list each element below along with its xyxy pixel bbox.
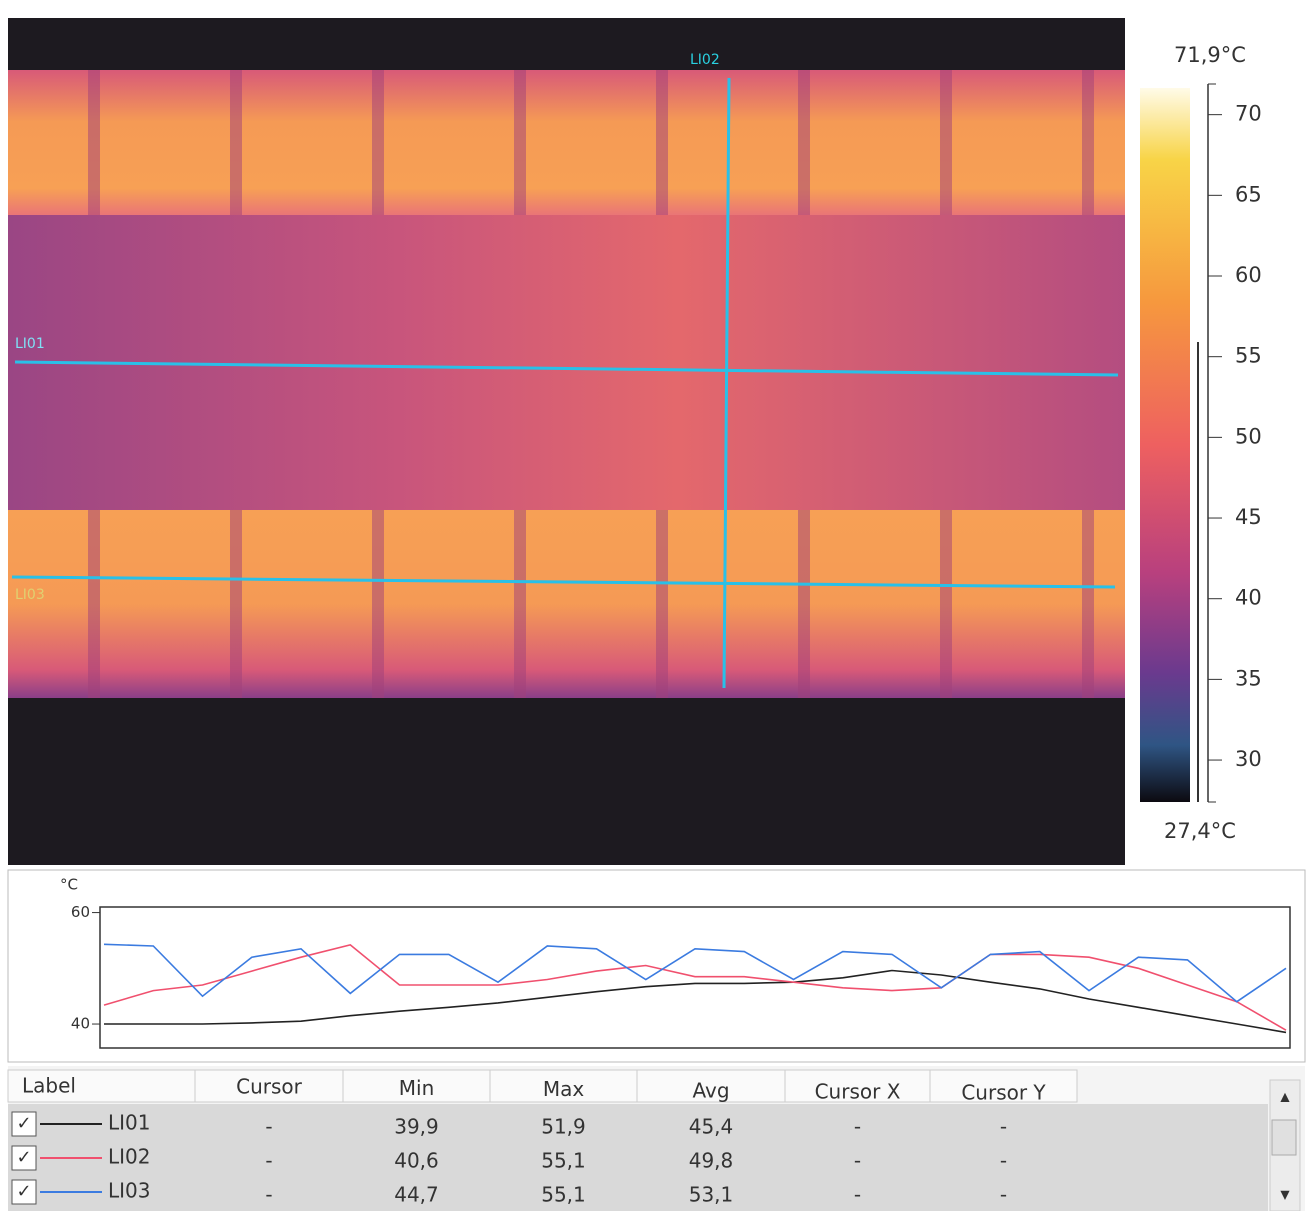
column-header-label: Avg bbox=[692, 1078, 729, 1102]
svg-text:▼: ▼ bbox=[1280, 1188, 1290, 1202]
check: ✓ bbox=[16, 1181, 31, 1202]
check: ✓ bbox=[16, 1113, 31, 1134]
cell: 39,9 bbox=[394, 1115, 439, 1139]
cell: - bbox=[1000, 1115, 1007, 1139]
column-header-label: Cursor bbox=[236, 1075, 303, 1099]
scale-tick-label: 70 bbox=[1235, 102, 1262, 126]
column-header-label: Label bbox=[22, 1074, 76, 1098]
row-label: LI01 bbox=[108, 1111, 151, 1135]
scale-tick-label: 30 bbox=[1235, 747, 1262, 771]
cell: 49,8 bbox=[689, 1149, 734, 1173]
scale-tick-label: 60 bbox=[1235, 263, 1262, 287]
scale-tick-label: 50 bbox=[1235, 424, 1262, 448]
cell: - bbox=[265, 1115, 272, 1139]
column-header-label: Min bbox=[399, 1076, 435, 1100]
cell: 40,6 bbox=[394, 1149, 439, 1173]
scale-tick-label: 55 bbox=[1235, 344, 1262, 368]
line-label: LI02 bbox=[690, 52, 720, 68]
column-header-label: Cursor Y bbox=[961, 1081, 1046, 1105]
scale-tick-label: 40 bbox=[1235, 586, 1262, 610]
page: LI01 LI02 LI03 71,9°C 27,4°C °C ▲ ▼ 30 35… bbox=[0, 0, 1313, 1211]
column-header-label: Cursor X bbox=[815, 1080, 901, 1104]
cell: 44,7 bbox=[394, 1183, 439, 1207]
cell: - bbox=[265, 1149, 272, 1173]
cell: 55,1 bbox=[541, 1149, 586, 1173]
cell: 53,1 bbox=[689, 1183, 734, 1207]
row-label: LI02 bbox=[108, 1145, 151, 1169]
line-label: LI03 bbox=[15, 587, 45, 603]
thermal-image bbox=[8, 18, 1125, 865]
cell: 55,1 bbox=[541, 1183, 586, 1207]
column-header-label: Max bbox=[543, 1077, 585, 1101]
cell: 45,4 bbox=[689, 1115, 734, 1139]
cell: - bbox=[1000, 1183, 1007, 1207]
svg-text:▲: ▲ bbox=[1280, 1090, 1290, 1104]
cell: - bbox=[854, 1115, 861, 1139]
scale-max: 71,9°C bbox=[1174, 43, 1246, 67]
cell: - bbox=[1000, 1149, 1007, 1173]
scale-min: 27,4°C bbox=[1164, 819, 1236, 843]
color-bar bbox=[1140, 88, 1190, 802]
cell: - bbox=[854, 1149, 861, 1173]
cell: - bbox=[854, 1183, 861, 1207]
y-tick-label: 60 bbox=[71, 903, 90, 921]
cell: 51,9 bbox=[541, 1115, 586, 1139]
scale-tick-label: 65 bbox=[1235, 182, 1262, 206]
scale-tick-label: 45 bbox=[1235, 505, 1262, 529]
y-axis-label: °C bbox=[60, 876, 78, 894]
row-label: LI03 bbox=[108, 1179, 151, 1203]
y-tick-label: 40 bbox=[71, 1015, 90, 1033]
check: ✓ bbox=[16, 1147, 31, 1168]
scale-tick-label: 35 bbox=[1235, 666, 1262, 690]
cell: - bbox=[265, 1183, 272, 1207]
app: LI01 LI02 LI03 71,9°C 27,4°C °C ▲ ▼ 30 35… bbox=[0, 0, 1313, 1211]
line-label: LI01 bbox=[15, 336, 45, 352]
